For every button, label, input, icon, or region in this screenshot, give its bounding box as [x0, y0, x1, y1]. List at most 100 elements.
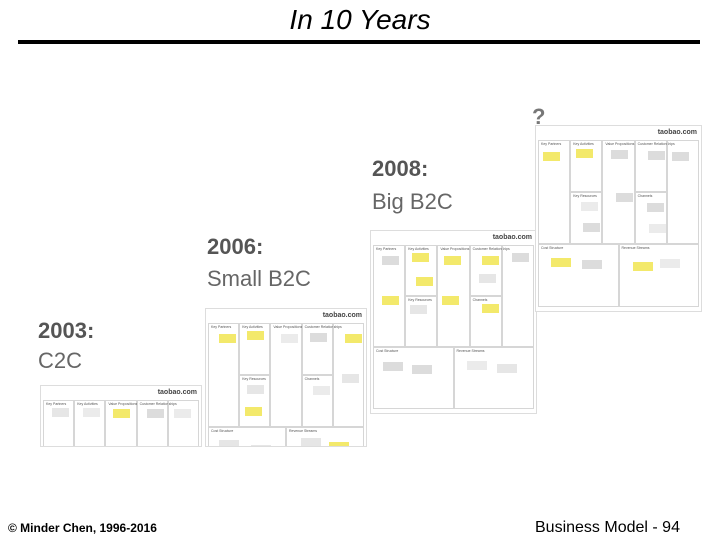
sticky-note	[466, 361, 487, 371]
sticky-note	[251, 444, 272, 446]
slide-title: In 10 Years	[289, 4, 431, 35]
sticky-note	[648, 223, 666, 233]
section-label: Key Resources	[408, 297, 432, 302]
section-label: Cost Structure	[376, 348, 399, 353]
sticky-note	[610, 149, 628, 159]
sticky-note	[550, 258, 571, 268]
sticky-note	[218, 333, 236, 343]
canvas-cell: Key Resources	[239, 374, 271, 427]
sticky-note	[478, 274, 496, 284]
stage-year: 2006:	[207, 234, 264, 259]
canvas-cell: Customer Relationships	[634, 140, 675, 192]
canvas-cell: Key Partners	[373, 245, 406, 347]
canvas-cell: Value Propositions	[602, 140, 635, 244]
canvas-cell: Revenue Streams	[618, 243, 699, 307]
sticky-note	[646, 203, 664, 213]
canvas-cell: Value Propositions	[105, 400, 138, 446]
sticky-note	[576, 149, 594, 159]
sticky-note	[113, 409, 131, 419]
canvas-cell: Key Activities	[74, 400, 106, 446]
sticky-note	[647, 150, 665, 160]
sticky-note	[309, 332, 327, 342]
canvas-cell: Key Activities	[570, 140, 603, 192]
sticky-note	[52, 408, 70, 418]
sticky-note	[416, 276, 434, 286]
footer-copyright: © Minder Chen, 1996-2016	[8, 521, 157, 535]
section-label: Key Activities	[242, 325, 263, 329]
sticky-note	[146, 408, 164, 418]
sticky-note	[615, 193, 633, 203]
sticky-note	[328, 441, 349, 446]
canvas-brand: taobao.com	[492, 234, 532, 241]
section-label: Customer Relationships	[472, 247, 510, 251]
sticky-note	[412, 365, 433, 375]
section-label: Cost Structure	[211, 428, 234, 433]
canvas-cell: Key Partners	[538, 140, 571, 244]
sticky-note	[245, 407, 263, 417]
canvas-cell: Key Partners	[43, 400, 75, 446]
canvas-cell: Revenue Streams	[286, 426, 364, 446]
section-label: Key Activities	[408, 247, 429, 251]
sticky-note	[441, 295, 459, 305]
business-model-canvas: taobao.com Key Partners Key Activities Valu…	[40, 385, 202, 447]
section-label: Customer Relationships	[139, 402, 177, 406]
section-label: Channels	[304, 376, 320, 381]
section-label: Revenue Streams	[621, 245, 650, 250]
sticky-note	[300, 437, 321, 446]
canvas-brand: taobao.com	[157, 389, 197, 396]
sticky-note	[247, 384, 265, 394]
canvas-cell	[332, 323, 364, 427]
sticky-note	[341, 374, 359, 384]
sticky-note	[382, 362, 403, 372]
section-label: Revenue Streams	[289, 428, 318, 433]
sticky-note	[247, 331, 265, 341]
canvas-cell: Channels	[469, 295, 502, 347]
canvas-cell: Cost Structure	[538, 243, 619, 307]
canvas-cell: Cost Structure	[208, 426, 286, 446]
canvas-cell: Customer Relationships	[301, 323, 342, 375]
title-rule	[18, 40, 700, 44]
sticky-note	[82, 408, 100, 418]
section-label: Key Partners	[376, 247, 397, 251]
sticky-note	[409, 305, 427, 315]
canvas-cell: Key Activities	[405, 245, 438, 296]
sticky-note	[312, 386, 330, 396]
section-label: Key Partners	[211, 325, 232, 329]
sticky-note	[481, 304, 499, 314]
canvas-cell: Channels	[301, 374, 333, 427]
canvas-cell: Customer Relationships	[136, 400, 177, 446]
canvas-cell	[501, 245, 534, 347]
section-label: Key Resources	[242, 376, 266, 381]
section-label: Customer Relationships	[304, 325, 342, 329]
section-label: Key Partners	[541, 142, 562, 146]
sticky-note	[443, 256, 461, 266]
canvas-cell: Revenue Streams	[453, 346, 534, 409]
section-label: Revenue Streams	[456, 348, 485, 353]
stage-year: 2003:	[38, 318, 95, 343]
stage-year: ?	[532, 104, 546, 129]
business-model-canvas: taobao.com Key Partners Key Activities Valu…	[535, 125, 702, 312]
canvas-cell: Value Propositions	[270, 323, 303, 427]
canvas-cell	[167, 400, 199, 446]
canvas-cell	[666, 140, 699, 244]
sticky-note	[219, 439, 240, 446]
sticky-note	[411, 253, 429, 263]
canvas-brand: taobao.com	[657, 129, 697, 136]
section-label: Value Propositions	[605, 142, 635, 146]
section-label: Channels	[637, 193, 653, 198]
stage-label: Big B2C	[372, 189, 453, 214]
sticky-note	[581, 259, 602, 269]
stage-label: C2C	[38, 348, 83, 373]
section-label: Key Resources	[573, 193, 597, 198]
section-label: Key Partners	[46, 402, 67, 406]
sticky-note	[280, 333, 298, 343]
sticky-note	[542, 151, 560, 161]
section-label: Value Propositions	[273, 325, 303, 329]
sticky-note	[583, 222, 601, 232]
section-label: Value Propositions	[108, 402, 138, 406]
business-model-canvas: taobao.com Key Partners Key Activities Valu…	[370, 230, 537, 414]
canvas-cell: Key Activities	[239, 323, 271, 375]
section-label: Customer Relationships	[637, 142, 675, 146]
sticky-note	[344, 333, 362, 343]
